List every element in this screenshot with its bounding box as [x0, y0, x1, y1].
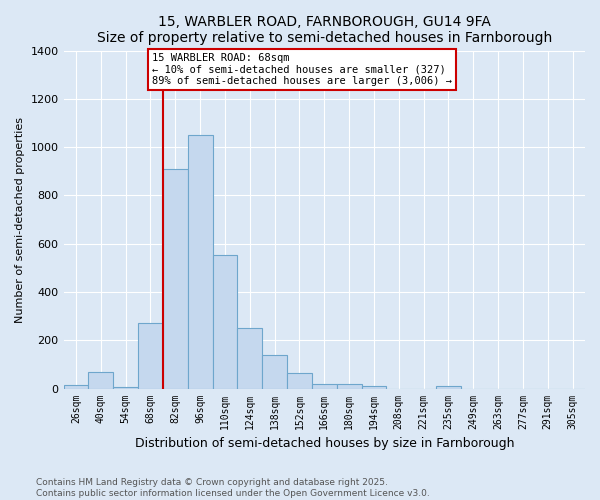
Bar [362, 386, 386, 388]
Bar [436, 386, 461, 388]
Text: Contains HM Land Registry data © Crown copyright and database right 2025.
Contai: Contains HM Land Registry data © Crown c… [36, 478, 430, 498]
Bar [188, 135, 212, 388]
X-axis label: Distribution of semi-detached houses by size in Farnborough: Distribution of semi-detached houses by … [134, 437, 514, 450]
Y-axis label: Number of semi-detached properties: Number of semi-detached properties [15, 116, 25, 322]
Bar [64, 385, 88, 388]
Bar [262, 355, 287, 388]
Text: 15 WARBLER ROAD: 68sqm
← 10% of semi-detached houses are smaller (327)
89% of se: 15 WARBLER ROAD: 68sqm ← 10% of semi-det… [152, 53, 452, 86]
Bar [212, 254, 238, 388]
Bar [138, 324, 163, 388]
Bar [312, 384, 337, 388]
Bar [238, 328, 262, 388]
Bar [337, 384, 362, 388]
Title: 15, WARBLER ROAD, FARNBOROUGH, GU14 9FA
Size of property relative to semi-detach: 15, WARBLER ROAD, FARNBOROUGH, GU14 9FA … [97, 15, 552, 45]
Bar [287, 373, 312, 388]
Bar [88, 372, 113, 388]
Bar [163, 169, 188, 388]
